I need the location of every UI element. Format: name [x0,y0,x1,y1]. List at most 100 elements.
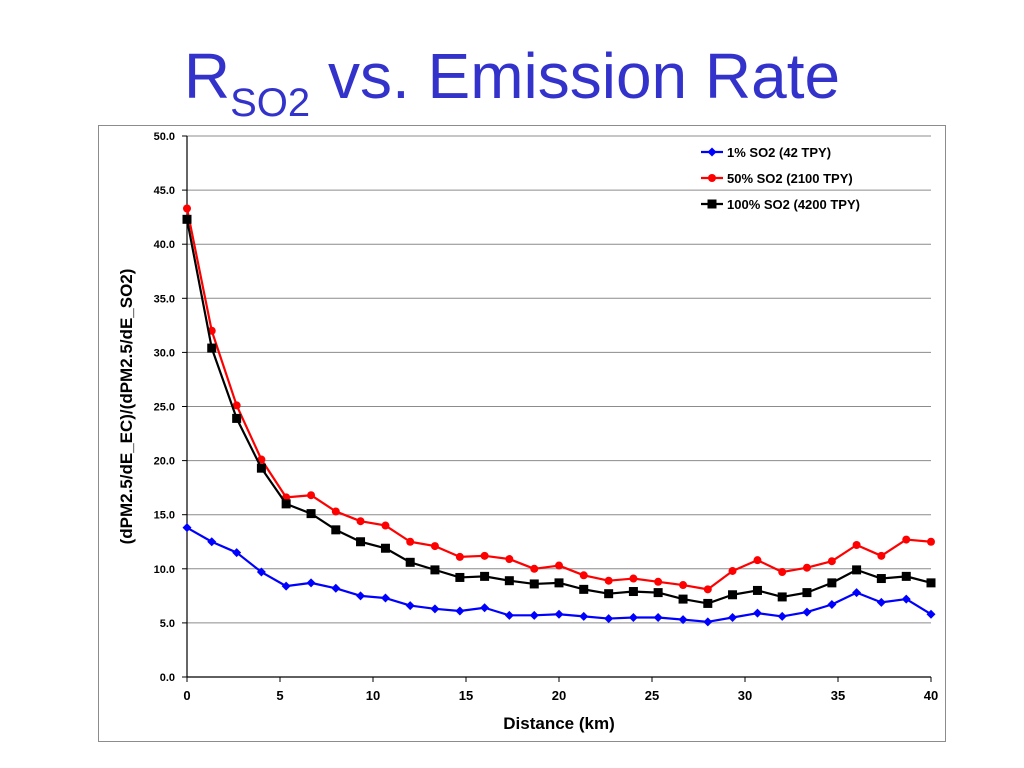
data-point [307,491,316,500]
data-point [703,598,713,608]
data-point [380,593,390,603]
x-axis-label: Distance (km) [503,714,614,733]
data-point [654,577,663,586]
data-point [480,603,490,613]
data-point [852,540,861,549]
data-point [902,535,911,544]
x-tick-label: 10 [366,688,380,703]
data-point [877,551,886,560]
chart-frame [98,125,946,742]
data-point [827,600,837,610]
data-point [554,578,564,588]
data-point [827,557,836,566]
data-point [183,204,191,213]
y-tick-label: 35.0 [154,293,175,305]
x-tick-label: 35 [831,688,845,703]
data-point [430,542,439,551]
grid-layer [187,135,931,624]
y-tick-label: 5.0 [160,618,175,630]
data-point [406,537,415,546]
data-point [926,578,936,588]
y-axis-label: (dPM2.5/dE_EC)/(dPM2.5/dE_SO2) [117,269,136,545]
title-rest: vs. Emission Rate [310,40,841,112]
y-tick-label: 10.0 [154,564,175,576]
data-point [579,584,589,594]
data-point [802,607,812,617]
data-point [455,552,464,561]
data-point [679,581,688,590]
data-point [752,585,762,595]
data-point [331,583,341,593]
series-line [185,208,932,591]
data-point [306,578,316,588]
data-point [852,565,862,575]
x-tick-label: 0 [183,688,190,703]
data-point [703,585,712,594]
data-point [852,588,862,598]
data-point [728,566,737,575]
data-point [653,588,663,598]
x-tick-label: 20 [552,688,566,703]
y-tick-label: 30.0 [154,347,175,359]
data-point [628,587,638,597]
legend-label: 100% SO2 (4200 TPY) [727,197,860,212]
data-point [505,555,514,564]
data-point [281,499,291,509]
data-point [777,592,787,602]
slide-title: RSO2 vs. Emission Rate [0,38,1024,141]
y-tick-label: 50.0 [154,131,175,143]
data-point [331,507,340,516]
data-point [604,589,614,599]
x-tick-label: 25 [645,688,659,703]
x-tick-label: 5 [276,688,283,703]
data-point [232,548,242,558]
x-tick-label: 40 [924,688,938,703]
y-tick-label: 0.0 [160,672,175,684]
data-point [380,543,390,553]
data-point [257,455,266,464]
data-point [678,615,688,625]
data-point [876,574,886,584]
y-tick-label: 40.0 [154,239,175,251]
ticks-layer: 0.05.010.015.020.025.030.035.040.045.050… [154,131,939,703]
y-tick-label: 25.0 [154,402,175,414]
data-point [504,610,514,620]
data-point [256,567,266,577]
data-point [827,578,837,588]
data-point [207,537,217,547]
data-point [455,572,465,582]
data-point [926,609,936,619]
data-point [778,568,787,577]
legend-marker [707,199,717,209]
data-point [653,612,663,622]
series-2 [182,214,936,608]
legend: 1% SO2 (42 TPY) 50% SO2 (2100 TPY) 100% SO… [701,145,860,212]
data-point [356,517,365,526]
title-subscript: SO2 [230,81,311,125]
data-point [802,563,811,572]
legend-entry: 50% SO2 (2100 TPY) [701,171,853,186]
data-point [529,610,539,620]
data-point [281,581,291,591]
data-point [232,401,241,410]
y-tick-label: 20.0 [154,456,175,468]
legend-entry: 100% SO2 (4200 TPY) [701,197,860,212]
series-layer [182,204,936,627]
series-1 [183,204,935,594]
data-point [901,571,911,581]
data-point [728,590,738,600]
data-point [927,537,935,546]
data-point [802,588,812,598]
data-point [331,525,341,535]
data-point [678,594,688,604]
x-tick-label: 30 [738,688,752,703]
x-tick-label: 15 [459,688,473,703]
data-point [876,597,886,607]
data-point [604,576,613,585]
data-point [256,463,266,473]
data-point [777,611,787,621]
data-point [455,606,465,616]
data-point [752,608,762,618]
data-point [579,571,588,580]
legend-label: 1% SO2 (42 TPY) [727,145,831,160]
